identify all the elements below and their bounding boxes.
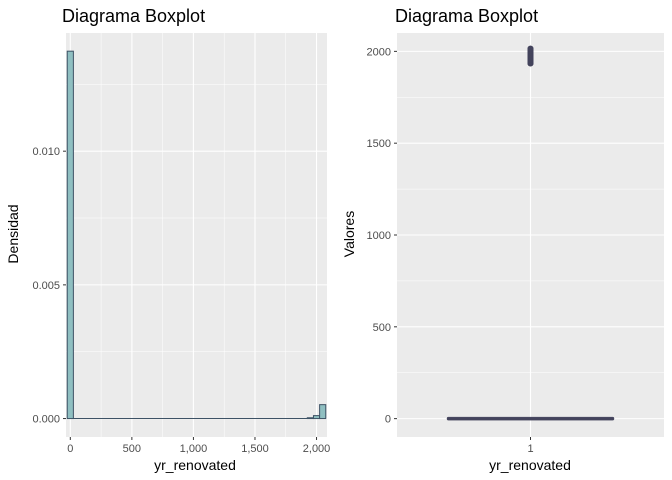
histogram-x-tick-label: 1,500 xyxy=(241,443,269,455)
histogram-y-tick-label: 0.010 xyxy=(32,146,60,158)
histogram-y-tick-label: 0.005 xyxy=(32,280,60,292)
boxplot-y-tick-label: 0 xyxy=(385,414,391,426)
boxplot-y-tick-label: 500 xyxy=(373,322,391,334)
histogram-x-tick-label: 0 xyxy=(67,443,73,455)
histogram-bar xyxy=(306,417,314,420)
histogram-bars xyxy=(66,50,327,420)
boxplot-y-ticks: 0 500 1000 1500 2000 xyxy=(367,46,397,426)
histogram-x-tick-label: 2,000 xyxy=(303,443,331,455)
histogram-x-ticks: 0 500 1,000 1,500 2,000 xyxy=(67,437,330,455)
histogram-y-tick-label: 0.000 xyxy=(32,414,60,426)
histogram-y-ticks: 0.000 0.005 0.010 xyxy=(32,146,66,426)
histogram-title: Diagrama Boxplot xyxy=(62,6,205,26)
boxplot-y-tick-label: 2000 xyxy=(367,46,391,58)
histogram-y-axis-label: Densidad xyxy=(5,204,21,263)
boxplot-box xyxy=(446,416,615,421)
boxplot-x-ticks: 1 xyxy=(527,437,534,455)
boxplot-y-tick-label: 1000 xyxy=(367,230,391,242)
histogram-x-tick-label: 500 xyxy=(123,443,141,455)
histogram-bar xyxy=(66,50,74,420)
boxplot-marks xyxy=(446,45,615,421)
histogram-x-tick-label: 1,000 xyxy=(180,443,208,455)
boxplot-y-axis-label: Valores xyxy=(341,211,357,257)
histogram-bar xyxy=(319,404,327,420)
boxplot-x-axis-label: yr_renovated xyxy=(489,457,571,473)
histogram-panel xyxy=(66,33,327,437)
boxplot-title: Diagrama Boxplot xyxy=(395,6,538,26)
boxplot-chart: Diagrama Boxplot 0 500 1000 1500 2000 1 yr_r… xyxy=(341,6,664,473)
boxplot-grid xyxy=(397,33,664,437)
boxplot-y-tick-label: 1500 xyxy=(367,138,391,150)
histogram-bar xyxy=(312,415,321,420)
boxplot-x-tick-label: 1 xyxy=(527,443,533,455)
histogram-chart: Diagrama Boxplot 0.000 0.005 0.010 0 500 1,0… xyxy=(5,6,330,473)
boxplot-outlier xyxy=(527,45,534,52)
histogram-x-axis-label: yr_renovated xyxy=(154,457,236,473)
